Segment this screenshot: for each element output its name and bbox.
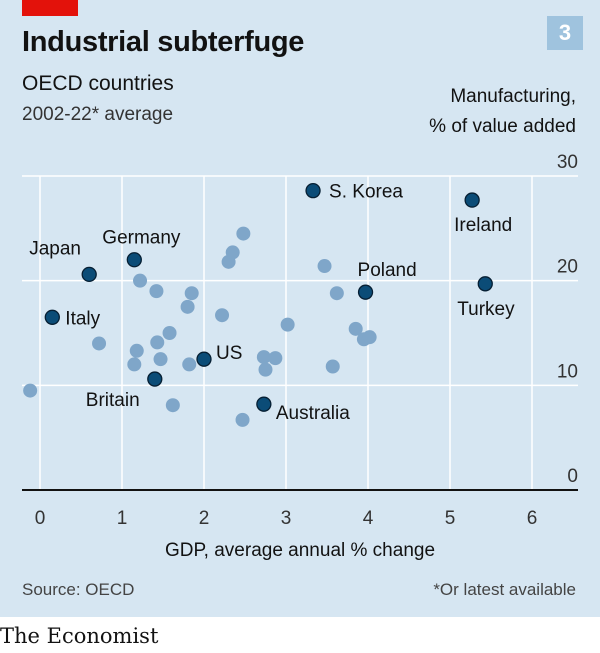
brand-red-tag: [22, 0, 78, 16]
point-label: Germany: [102, 228, 181, 249]
publisher-brand: The Economist: [0, 624, 159, 648]
x-tick-label: 2: [199, 508, 210, 529]
x-tick-label: 5: [445, 508, 456, 529]
point-label: Poland: [358, 260, 417, 281]
x-tick-label: 3: [281, 508, 292, 529]
point-label: Italy: [65, 308, 100, 329]
chart-title: Industrial subterfuge: [22, 26, 305, 58]
data-point: [92, 336, 107, 351]
data-point: [215, 308, 230, 323]
x-tick-label: 0: [35, 508, 46, 529]
data-point: [348, 321, 363, 336]
data-point: [268, 351, 283, 366]
data-point: [127, 357, 142, 372]
data-point: [325, 359, 340, 374]
footnote: *Or latest available: [433, 580, 576, 599]
point-label: Britain: [86, 390, 140, 411]
point-label: Turkey: [457, 299, 515, 320]
x-tick-label: 1: [117, 508, 128, 529]
data-point: [133, 273, 148, 288]
data-point: [256, 350, 271, 365]
data-point: [184, 286, 199, 301]
data-point-highlighted: [126, 252, 142, 268]
y-tick-label: 30: [557, 152, 578, 173]
data-point: [258, 362, 273, 377]
x-tick-label: 6: [527, 508, 538, 529]
data-point: [280, 317, 295, 332]
x-axis-label: GDP, average annual % change: [164, 540, 436, 561]
data-point: [236, 226, 251, 241]
y-tick-label: 20: [557, 257, 578, 278]
data-point: [149, 284, 164, 299]
data-point-highlighted: [147, 371, 163, 387]
chart-number-badge: 3: [547, 16, 583, 50]
point-label: S. Korea: [329, 182, 403, 203]
data-point: [180, 299, 195, 314]
data-point: [150, 335, 165, 350]
data-point: [317, 259, 332, 274]
point-label: US: [216, 343, 242, 364]
y-tick-label: 0: [567, 466, 578, 487]
data-point: [235, 412, 250, 427]
data-point-highlighted: [256, 396, 272, 412]
data-point-highlighted: [81, 266, 97, 283]
data-point: [165, 398, 180, 413]
y-axis-label-line1: Manufacturing,: [450, 86, 576, 107]
data-point-highlighted: [305, 183, 321, 199]
y-tick-label: 10: [557, 361, 578, 382]
data-point-highlighted: [196, 351, 212, 367]
chart-subtitle-period: 2002-22* average: [22, 104, 174, 125]
data-point: [129, 343, 144, 358]
data-point-highlighted: [44, 309, 60, 325]
point-label: Japan: [29, 238, 81, 259]
scatter-plot: 0 1 2 3 4 5 6 0 10 20 30 S. Korea Ireland Germany Japa…: [22, 152, 578, 529]
data-point: [182, 357, 197, 372]
chart-panel: [0, 0, 600, 617]
y-axis-label-line2: % of value added: [429, 116, 576, 137]
data-point: [23, 383, 38, 398]
point-label: Ireland: [454, 215, 512, 236]
point-label: Australia: [276, 403, 350, 424]
data-point-highlighted: [477, 276, 493, 292]
source-note: Source: OECD: [22, 580, 135, 599]
data-point-highlighted: [464, 192, 480, 208]
data-point: [329, 286, 344, 301]
data-point: [153, 352, 168, 367]
data-point: [162, 326, 177, 340]
data-point-highlighted: [357, 284, 374, 300]
chart-subtitle: OECD countries: [22, 72, 174, 95]
data-point: [225, 245, 240, 260]
data-point: [362, 330, 377, 345]
x-tick-label: 4: [363, 508, 374, 529]
